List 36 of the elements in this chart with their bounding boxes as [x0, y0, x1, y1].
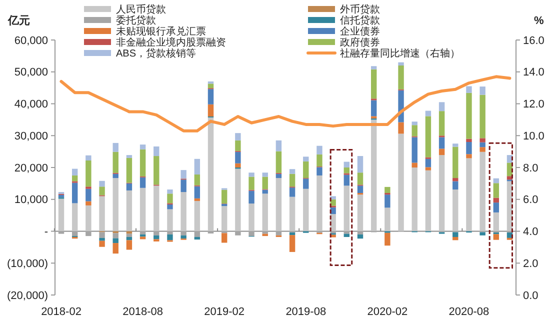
y2-tick-label: 10.0 — [523, 130, 544, 142]
y-tick-label: 50,000 — [14, 66, 48, 79]
legend-label: 人民币贷款 — [116, 4, 166, 16]
y-tick-label: 40,000 — [14, 98, 48, 111]
x-tick-label: 2019-02 — [204, 306, 245, 318]
y2-tick-label: 2.0 — [523, 258, 538, 270]
x-tick-label: 2018-08 — [122, 306, 163, 318]
legend-label: 非金融企业境内股票融资 — [116, 36, 226, 48]
y-tick-label: 60,000 — [14, 34, 48, 47]
y-tick-label: (20,000) — [7, 290, 48, 302]
y-tick-label: - — [44, 226, 48, 238]
x-tick-label: 2019-08 — [286, 306, 326, 318]
y-tick-label: 20,000 — [14, 162, 48, 174]
y2-tick-label: 4.0 — [523, 226, 538, 238]
y2-tick-label: 14.0 — [523, 66, 544, 79]
legend-label: 委托贷款 — [116, 14, 156, 26]
y-tick-label: (10,000) — [7, 258, 48, 270]
y2-tick-label: 6.0 — [523, 194, 538, 206]
y2-tick-label: 8.0 — [523, 162, 538, 174]
legend-label: 政府债券 — [340, 36, 380, 48]
x-tick-label: 2020-08 — [448, 306, 490, 318]
legend-label: 外币贷款 — [340, 4, 380, 16]
legend-label: ABS，贷款核销等 — [116, 48, 196, 60]
legend-label: 信托贷款 — [340, 14, 380, 26]
y2-tick-label: 0.0 — [523, 290, 538, 302]
x-tick-label: 2018-02 — [41, 306, 82, 318]
y-axis-title: 亿元 — [7, 15, 30, 27]
legend-label: 未贴现银行承兑汇票 — [116, 26, 206, 38]
y2-axis-title: % — [534, 15, 544, 27]
x-tick-label: 2020-02 — [367, 306, 408, 318]
y-tick-label: 30,000 — [14, 130, 48, 142]
legend-label: 企业债券 — [340, 26, 380, 38]
y-tick-label: 10,000 — [14, 194, 48, 206]
legend-label: 社融存量同比增速（右轴） — [340, 48, 460, 60]
y2-tick-label: 16.0 — [523, 34, 544, 47]
y2-tick-label: 12.0 — [523, 98, 544, 111]
